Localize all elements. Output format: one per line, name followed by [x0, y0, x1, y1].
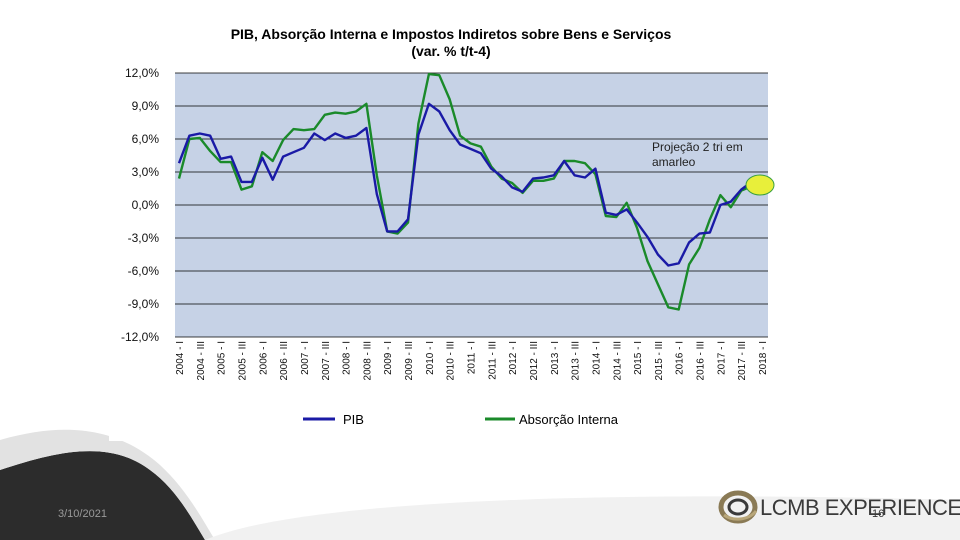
x-tick-label: 2018 - I	[758, 341, 769, 375]
x-tick-label: 2009 - III	[404, 341, 415, 380]
x-tick-label: 2006 - I	[258, 341, 269, 375]
dark-wave-shape	[0, 451, 205, 540]
legend: PIB Absorção Interna	[303, 412, 619, 427]
company-logo: LCMB EXPERIENCE	[718, 484, 960, 530]
x-tick-label: 2012 - III	[529, 341, 540, 380]
x-tick-label: 2004 - III	[196, 341, 207, 380]
x-tick-label: 2011 - III	[487, 341, 498, 380]
projection-annotation-line2: amarleo	[652, 155, 696, 169]
x-tick-label: 2017 - III	[737, 341, 748, 380]
x-tick-label: 2005 - I	[217, 341, 228, 375]
y-tick-label: -9,0%	[128, 297, 160, 311]
x-tick-label: 2006 - III	[279, 341, 290, 380]
series-line-pib	[177, 102, 763, 267]
logo-text: LCMB EXPERIENCE	[760, 495, 960, 520]
x-tick-label: 2008 - I	[342, 341, 353, 375]
slide-number: 16	[872, 508, 885, 520]
line-chart: PIB, Absorção Interna e Impostos Indiret…	[121, 26, 775, 427]
chart-container: PIB, Absorção Interna e Impostos Indiret…	[109, 20, 816, 441]
y-tick-label: -3,0%	[128, 231, 160, 245]
y-axis-ticks: 12,0% 9,0% 6,0% 3,0% 0,0% -3,0% -6,0% -9,0% -12,…	[121, 66, 159, 344]
x-tick-label: 2013 - I	[550, 341, 561, 375]
x-tick-label: 2016 - III	[696, 341, 707, 380]
x-tick-label: 2017 - I	[716, 341, 727, 375]
x-tick-label: 2007 - III	[321, 341, 332, 380]
y-tick-label: -12,0%	[121, 330, 159, 344]
x-tick-label: 2009 - I	[383, 341, 394, 375]
x-tick-label: 2013 - III	[571, 341, 582, 380]
x-tick-label: 2015 - I	[633, 341, 644, 375]
projection-highlight-marker	[745, 174, 775, 196]
x-tick-label: 2016 - I	[675, 341, 686, 375]
series-line-absorcao-interna	[177, 72, 763, 311]
x-tick-label: 2015 - III	[654, 341, 665, 380]
x-tick-label: 2010 - III	[446, 341, 457, 380]
light-wave-shape	[0, 429, 215, 540]
y-tick-label: 6,0%	[132, 132, 160, 146]
footer-date: 3/10/2021	[58, 508, 107, 520]
projection-annotation-line1: Projeção 2 tri em	[652, 140, 743, 154]
footer-band	[205, 496, 960, 540]
chart-subtitle: (var. % t/t-4)	[411, 43, 490, 59]
x-tick-label: 2007 - I	[300, 341, 311, 375]
x-tick-label: 2004 - I	[175, 341, 186, 375]
series-lines	[177, 72, 763, 311]
x-tick-label: 2014 - I	[591, 341, 602, 375]
logo-swirl-icon	[718, 490, 758, 524]
x-tick-label: 2010 - I	[425, 341, 436, 375]
chart-title: PIB, Absorção Interna e Impostos Indiret…	[231, 26, 672, 42]
legend-pib-label: PIB	[343, 412, 364, 427]
y-tick-label: 3,0%	[132, 165, 160, 179]
y-tick-label: 9,0%	[132, 99, 160, 113]
x-tick-label: 2005 - III	[238, 341, 249, 380]
x-axis-ticks: 2004 - I 2004 - III 2005 - I 2005 - III 2006…	[175, 341, 769, 380]
y-tick-label: -6,0%	[128, 264, 160, 278]
x-tick-label: 2011 - I	[467, 341, 478, 374]
y-tick-label: 12,0%	[125, 66, 159, 80]
grid-lines	[175, 72, 768, 338]
x-tick-label: 2008 - III	[362, 341, 373, 380]
x-tick-label: 2012 - I	[508, 341, 519, 375]
y-tick-label: 0,0%	[132, 198, 160, 212]
x-tick-label: 2014 - III	[612, 341, 623, 380]
legend-absorcao-label: Absorção Interna	[519, 412, 619, 427]
